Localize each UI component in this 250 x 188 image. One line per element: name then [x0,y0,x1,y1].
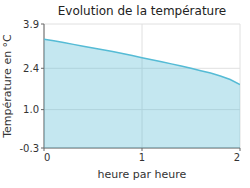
tick-label: -0.3 [19,143,39,154]
area [44,39,240,148]
y-label: Température en °C [1,34,14,139]
title: Evolution de la température [58,4,227,18]
tick-label: 3.9 [23,19,39,30]
line [44,39,240,84]
axes: -0.3 1.0 2.4 3.9 0 1 2 [19,19,240,164]
x-label: heure par heure [98,168,187,181]
tick-label: 1 [139,152,145,163]
grid [44,24,240,148]
tick-label: 2 [234,152,240,163]
chart: -0.3 1.0 2.4 3.9 0 1 2 Evolution de la températ… [0,0,250,188]
tick-label: 1.0 [23,104,39,115]
tick-label: 2.4 [23,63,39,74]
tick-label: 0 [44,152,50,163]
plot-area [44,39,240,148]
